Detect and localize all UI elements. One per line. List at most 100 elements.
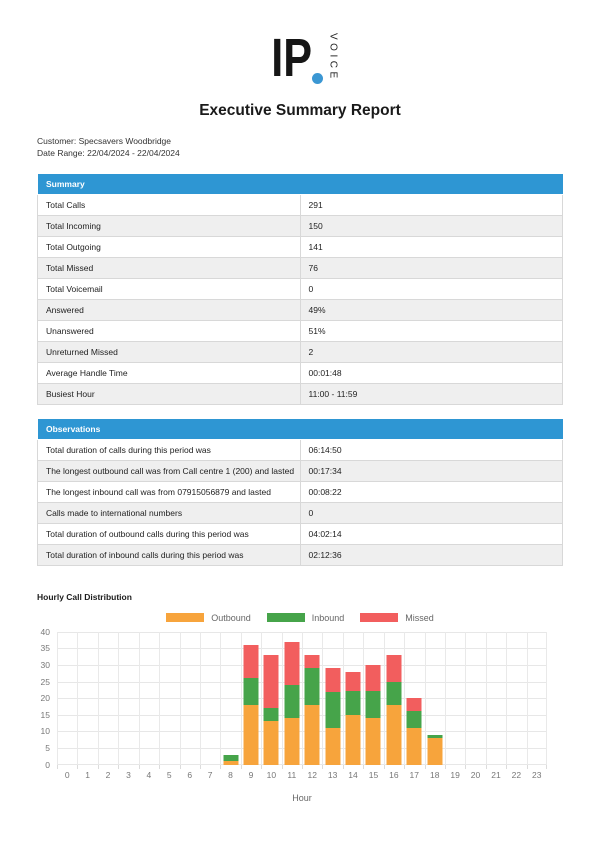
y-axis-tick-label: 15 xyxy=(40,709,50,720)
bar-hour-16 xyxy=(386,654,402,765)
gridline xyxy=(138,631,140,765)
observations-row-value: 02:12:36 xyxy=(299,543,563,566)
observations-row-value: 00:08:22 xyxy=(299,480,563,503)
bar-segment-missed xyxy=(263,654,279,709)
gridline xyxy=(444,631,446,765)
bar-segment-missed xyxy=(365,664,381,692)
y-axis-tick-label: 5 xyxy=(45,742,50,753)
page-title: Executive Summary Report xyxy=(199,102,401,119)
legend-label: Missed xyxy=(405,612,434,623)
bar-segment-outbound xyxy=(427,738,443,765)
bar-segment-inbound xyxy=(243,678,259,705)
bar-segment-outbound xyxy=(406,728,422,765)
x-axis-tick-label: 8 xyxy=(228,769,233,780)
gridline xyxy=(281,631,283,765)
gridline xyxy=(97,631,99,765)
summary-row-value: 76 xyxy=(299,256,563,279)
summary-row: Answered 49% xyxy=(37,298,563,321)
bar-segment-inbound xyxy=(406,711,422,729)
bar-segment-missed xyxy=(406,698,422,712)
x-axis-tick xyxy=(118,764,120,769)
x-axis-tick-label: 6 xyxy=(187,769,193,780)
x-axis-tick xyxy=(546,764,547,769)
x-axis-tick xyxy=(220,764,222,769)
x-axis-tick xyxy=(322,764,324,769)
x-axis-tick-label: 16 xyxy=(389,769,399,780)
x-axis-tick xyxy=(77,764,79,769)
y-axis-tick-label: 25 xyxy=(40,676,50,687)
x-axis-tick xyxy=(444,764,446,769)
x-axis-tick xyxy=(383,764,385,769)
report-meta: Customer: Specsavers Woodbridge Date Ran… xyxy=(37,135,600,160)
summary-row: Unanswered 51% xyxy=(37,319,563,342)
x-axis-tick xyxy=(424,764,426,769)
bar-segment-inbound xyxy=(427,734,443,739)
x-axis-tick-label: 20 xyxy=(470,769,481,780)
summary-row-label: Total Voicemail xyxy=(37,277,301,300)
legend-swatch-icon xyxy=(360,613,399,623)
logo-voice-text: VOICE xyxy=(327,33,339,82)
bar-segment-missed xyxy=(243,644,259,679)
gridline xyxy=(159,631,161,765)
x-axis-tick-label: 9 xyxy=(248,769,254,780)
bar-segment-missed xyxy=(325,668,341,692)
observations-row-label: Total duration of calls during this peri… xyxy=(37,438,301,461)
customer-line: Customer: Specsavers Woodbridge xyxy=(37,136,172,146)
summary-row: Total Voicemail 0 xyxy=(37,277,563,300)
bar-hour-17 xyxy=(406,698,422,765)
bar-hour-10 xyxy=(263,654,279,765)
bar-segment-outbound xyxy=(263,721,279,765)
summary-row-value: 141 xyxy=(299,235,563,258)
x-axis-tick xyxy=(159,764,161,769)
x-axis-tick xyxy=(179,764,181,769)
bar-hour-8 xyxy=(223,754,239,765)
summary-row-value: 49% xyxy=(299,298,563,321)
summary-row-value: 0 xyxy=(299,277,563,300)
summary-row-value: 11:00 - 11:59 xyxy=(299,382,563,405)
x-axis-tick-label: 14 xyxy=(348,769,358,780)
summary-row: Total Missed 76 xyxy=(37,256,563,279)
summary-row-label: Total Calls xyxy=(37,193,301,216)
gridline xyxy=(57,631,58,765)
bar-segment-outbound xyxy=(345,714,361,765)
bar-segment-outbound xyxy=(386,704,402,765)
chart-legend: Outbound Inbound Missed xyxy=(37,613,563,623)
gridline xyxy=(118,631,120,765)
observations-row: Total duration of outbound calls during … xyxy=(37,522,563,545)
gridline xyxy=(546,631,547,765)
summary-row-value: 00:01:48 xyxy=(299,361,563,384)
observations-row-value: 0 xyxy=(299,501,563,524)
summary-row-label: Total Outgoing xyxy=(37,235,301,258)
x-axis-tick xyxy=(302,764,303,769)
gridline xyxy=(465,631,467,765)
bar-hour-14 xyxy=(345,671,361,765)
summary-row-label: Total Incoming xyxy=(37,214,301,237)
bar-segment-missed xyxy=(304,654,320,669)
chart-title: Hourly Call Distribution xyxy=(37,591,132,602)
bar-segment-outbound xyxy=(325,728,341,765)
summary-table-header: Summary xyxy=(37,174,563,195)
gridline xyxy=(526,631,528,765)
bar-segment-inbound xyxy=(365,691,381,719)
observations-row: The longest inbound call was from 079150… xyxy=(37,480,563,503)
chart-x-axis: 0 1 2 3 4 5 6 7 8 9 10 11 12 13 14 15 16 17 18 19 20 21 22 23 xyxy=(57,771,547,784)
summary-row: Total Incoming 150 xyxy=(37,214,563,237)
x-axis-tick-label: 7 xyxy=(207,769,213,780)
legend-item-missed: Missed xyxy=(360,613,434,623)
x-axis-tick xyxy=(281,764,283,769)
gridline xyxy=(77,631,79,765)
x-axis-tick-label: 4 xyxy=(146,769,152,780)
observations-table: Observations Total duration of calls dur… xyxy=(37,419,563,566)
bar-segment-outbound xyxy=(365,718,381,765)
bar-segment-missed xyxy=(345,671,361,692)
gridline xyxy=(302,631,303,765)
x-axis-tick-label: 21 xyxy=(491,769,501,780)
summary-row: Unreturned Missed 2 xyxy=(37,340,563,363)
summary-row: Total Outgoing 141 xyxy=(37,235,563,258)
observations-row-label: The longest inbound call was from 079150… xyxy=(37,480,301,503)
gridline xyxy=(404,631,406,765)
x-axis-tick xyxy=(57,764,58,769)
x-axis-tick xyxy=(485,764,487,769)
summary-row: Average Handle Time 00:01:48 xyxy=(37,361,563,384)
hourly-call-distribution-chart: Hourly Call Distribution Outbound Inbound… xyxy=(37,592,563,803)
